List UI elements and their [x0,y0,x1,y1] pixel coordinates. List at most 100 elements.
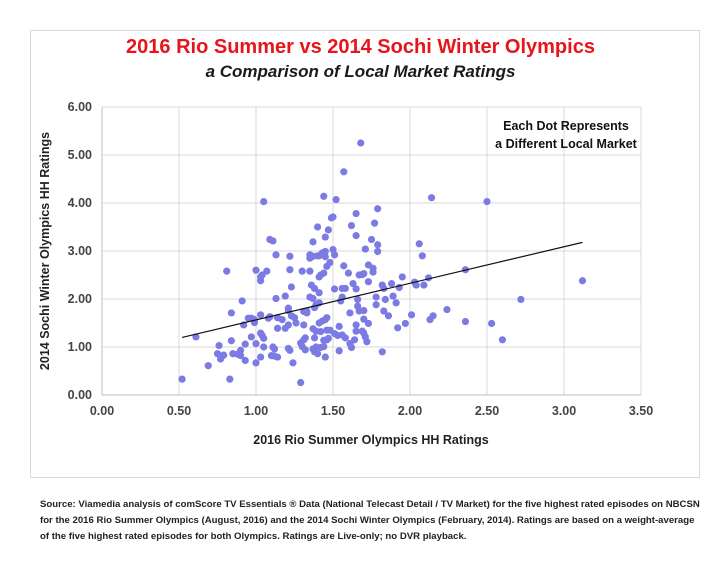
data-point [281,292,289,300]
data-point [272,294,280,303]
data-point [241,356,249,365]
data-point [372,301,380,309]
data-point [407,311,416,319]
data-point [306,267,314,275]
data-point [483,197,491,206]
data-point [286,346,294,354]
data-point [321,253,329,261]
y-tick-label: 3.00 [68,244,92,258]
data-point [372,293,380,301]
y-tick-label: 2.00 [68,292,92,306]
data-point [317,328,325,336]
data-point [257,353,265,361]
data-point [241,340,249,348]
data-point [415,240,423,248]
data-point [341,284,349,293]
data-point [429,312,437,320]
x-tick-label: 1.50 [321,404,345,418]
chart-title: 2016 Rio Summer vs 2014 Sochi Winter Oly… [126,36,595,58]
data-point [352,321,360,329]
data-point [252,340,260,348]
data-point [360,306,368,315]
data-point [443,305,451,314]
data-point [247,333,255,341]
data-point [461,317,470,326]
data-point [260,343,268,351]
data-point [352,327,360,335]
data-point [301,346,309,354]
data-point [369,268,377,276]
data-point [352,209,360,218]
data-point [324,334,332,342]
data-point [384,312,393,320]
data-point [488,319,496,328]
data-point [310,334,319,342]
scatter-plot: 0.00 0.50 1.00 1.50 2.00 2.50 3.00 3.50 0.00 1.00… [38,100,654,447]
data-point [335,322,343,330]
y-tick-label: 5.00 [68,148,92,162]
data-point [360,269,368,278]
data-point [412,281,420,289]
data-point [237,352,245,360]
data-point [326,258,334,267]
tick-labels: 0.00 0.50 1.00 1.50 2.00 2.50 3.00 3.50 0.00 1.00… [68,100,654,418]
data-point [300,321,308,329]
data-point [286,266,294,274]
y-tick-label: 4.00 [68,196,92,210]
data-point [220,351,228,359]
data-point [321,353,329,361]
x-tick-label: 0.50 [167,404,191,418]
data-point [352,232,360,240]
x-tick-label: 2.00 [398,404,422,418]
data-point [378,348,386,356]
data-point [272,251,280,259]
data-point [287,283,296,291]
data-point [309,238,317,246]
data-point [420,281,428,289]
data-point [238,297,246,305]
data-point [314,223,322,231]
data-point [310,284,319,293]
chart-subtitle: a Comparison of Local Market Ratings [205,62,516,81]
data-point [286,252,294,260]
data-point [269,237,277,245]
data-point [273,353,282,361]
data-point [498,336,506,344]
data-point [364,319,373,328]
data-point [347,343,356,352]
data-point [323,314,331,322]
data-point [360,315,368,323]
y-tick-label: 0.00 [68,388,92,402]
data-point [284,321,292,329]
data-point [215,341,223,350]
data-point [374,205,382,213]
data-point [364,278,373,286]
data-point [227,337,235,345]
data-point [401,319,409,328]
data-points [178,139,587,387]
data-point [260,334,268,342]
data-point [297,378,305,387]
data-point [314,350,322,358]
data-point [278,316,286,324]
data-point [341,334,349,342]
data-point [350,336,359,344]
data-point [321,233,329,241]
data-point [517,295,525,304]
data-point [381,295,389,304]
data-point [349,280,357,288]
gridlines [101,106,642,396]
chart-frame [30,30,700,478]
data-point [227,309,235,317]
data-point [367,235,376,244]
y-tick-label: 6.00 [68,100,92,114]
data-point [347,221,356,230]
data-point [309,294,317,303]
data-point [329,213,337,221]
data-point [332,196,340,204]
data-point [346,309,354,317]
data-point [320,269,328,277]
data-point [223,267,231,275]
data-point [374,241,382,249]
data-point [303,307,311,315]
